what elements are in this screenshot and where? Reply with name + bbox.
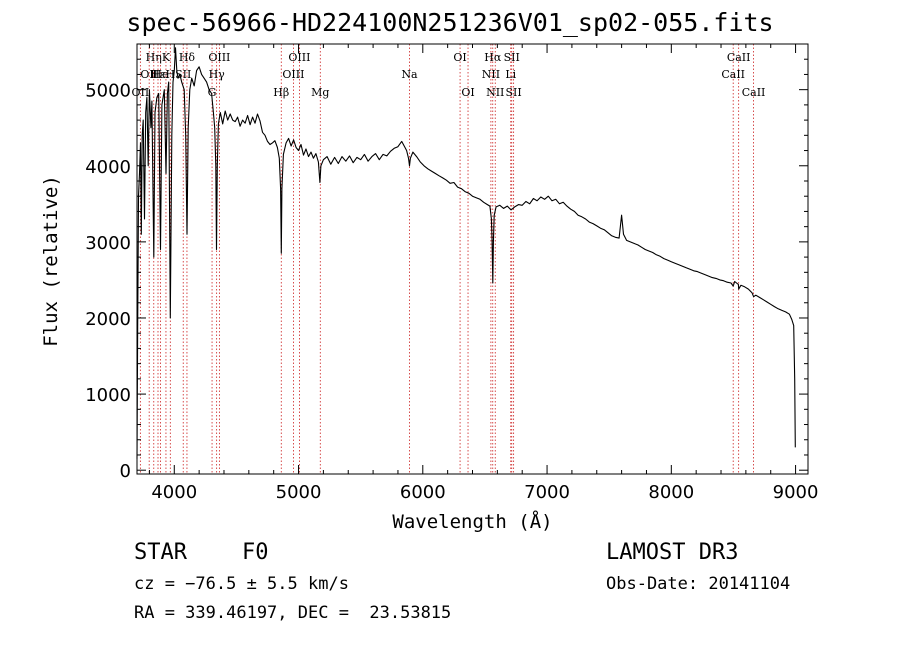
spectral-line-label: OII xyxy=(140,68,158,81)
spectral-line-label: Hε xyxy=(150,68,166,81)
x-tick-label: 7000 xyxy=(524,482,570,503)
spectral-line-label: OII xyxy=(131,86,149,99)
x-tick-label: 9000 xyxy=(773,482,819,503)
x-axis-label: Wavelength (Å) xyxy=(392,510,552,533)
coordinates: RA = 339.46197, DEC = 23.53815 xyxy=(134,603,452,623)
axis-ticks-layer: 4000 5000 6000 7000 8000 9000 0 1000 2000 3000 400… xyxy=(85,44,818,503)
spectral-line-label: SII xyxy=(504,51,520,64)
survey-name: LAMOST DR3 xyxy=(606,540,739,565)
spectral-line-label: OIII xyxy=(288,51,310,64)
y-tick-label: 2000 xyxy=(85,309,131,330)
spectral-line-label: SII xyxy=(175,68,191,81)
spectral-line-label: G xyxy=(208,86,217,99)
spectral-line-label: Na xyxy=(401,68,418,81)
spectral-line-label: SII xyxy=(506,86,522,99)
object-class: STAR xyxy=(134,540,187,565)
spectral-line-label: NII xyxy=(486,86,504,99)
x-tick-label: 6000 xyxy=(400,482,446,503)
spectral-line-label: OIII xyxy=(282,68,304,81)
y-tick-label: 0 xyxy=(120,461,131,482)
spectral-line-label: Hα xyxy=(484,51,502,64)
spectral-line-label: Hη xyxy=(146,51,162,64)
spectral-line-label: NII xyxy=(482,68,500,81)
y-tick-label: 5000 xyxy=(85,81,131,102)
spectral-line-label: Li xyxy=(505,68,516,81)
spectral-line-label: OI xyxy=(453,51,466,64)
redshift-value: cz = −76.5 ± 5.5 km/s xyxy=(134,574,349,594)
y-axis-label: Flux (relative) xyxy=(40,175,62,347)
spectral-line-label: CaII xyxy=(721,68,745,81)
spectral-line-label: CaII xyxy=(727,51,751,64)
object-subclass: F0 xyxy=(242,540,269,565)
y-tick-label: 1000 xyxy=(85,385,131,406)
spectral-line-label: H xyxy=(166,68,176,81)
spectral-line-label: Mg xyxy=(311,86,329,99)
x-tick-label: 8000 xyxy=(648,482,694,503)
spectral-line-label: CaII xyxy=(742,86,766,99)
chart-title: spec-56966-HD224100N251236V01_sp02-055.f… xyxy=(126,8,774,37)
spectrum-line xyxy=(136,47,796,459)
spectral-line-label: Hβ xyxy=(273,86,289,99)
spectrum-chart: 4000 5000 6000 7000 8000 9000 0 1000 2000 3000 400… xyxy=(40,43,818,533)
spectral-lines-layer xyxy=(139,44,754,474)
x-tick-label: 5000 xyxy=(276,482,322,503)
plot-frame xyxy=(136,43,809,475)
spectral-line-label: K xyxy=(162,51,171,64)
y-tick-label: 4000 xyxy=(85,157,131,178)
observation-date: Obs-Date: 20141104 xyxy=(606,574,791,594)
y-tick-label: 3000 xyxy=(85,233,131,254)
spectral-line-label: OI xyxy=(461,86,474,99)
x-tick-label: 4000 xyxy=(151,482,197,503)
spectral-line-label: Hδ xyxy=(179,51,196,64)
spectral-line-label: He xyxy=(152,68,168,81)
spectral-line-label: Hγ xyxy=(209,68,226,81)
spectral-line-label: OIII xyxy=(208,51,230,64)
series-layer xyxy=(136,47,796,459)
